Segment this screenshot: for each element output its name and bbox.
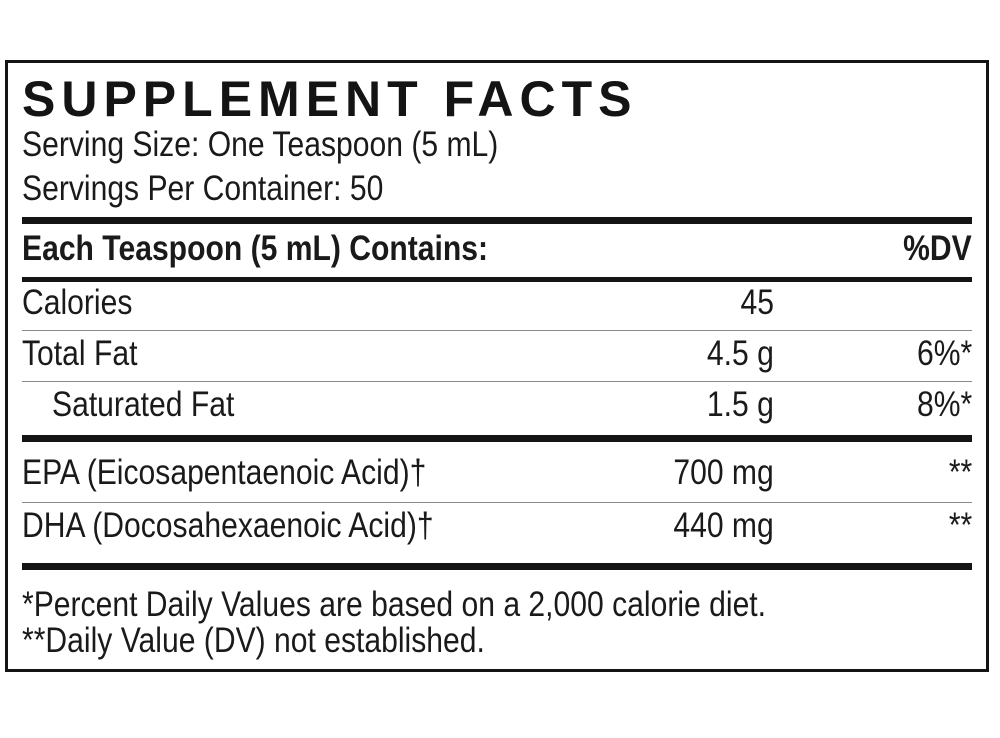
- nutrient-amount: 45: [740, 283, 774, 322]
- divider-thin: [22, 330, 972, 331]
- header-dv: %DV: [903, 229, 972, 268]
- nutrient-amount: 440 mg: [673, 506, 774, 545]
- table-row: Total Fat 4.5 g 6%*: [22, 332, 972, 376]
- nutrient-amount: 4.5 g: [707, 334, 774, 373]
- divider-thin: [22, 502, 972, 503]
- divider-thin: [22, 381, 972, 382]
- nutrient-dv: **: [948, 506, 972, 545]
- panel-title: SUPPLEMENT FACTS: [22, 71, 638, 127]
- table-row: Calories 45: [22, 281, 972, 325]
- table-row: EPA (Eicosapentaenoic Acid)† 700 mg **: [22, 451, 972, 495]
- nutrient-name: DHA (Docosahexaenoic Acid)†: [22, 506, 434, 545]
- table-row: DHA (Docosahexaenoic Acid)† 440 mg **: [22, 504, 972, 548]
- nutrient-amount: 700 mg: [673, 453, 774, 492]
- divider-thick: [22, 563, 972, 570]
- divider-medium: [22, 277, 972, 282]
- table-header: Each Teaspoon (5 mL) Contains: %DV: [22, 227, 972, 271]
- table-row: Saturated Fat 1.5 g 8%*: [22, 383, 972, 427]
- nutrient-dv: 8%*: [916, 385, 972, 424]
- header-label: Each Teaspoon (5 mL) Contains:: [22, 229, 489, 268]
- serving-size: Serving Size: One Teaspoon (5 mL): [22, 125, 499, 164]
- nutrient-amount: 1.5 g: [707, 385, 774, 424]
- nutrient-name: EPA (Eicosapentaenoic Acid)†: [22, 453, 427, 492]
- divider-thick: [22, 217, 972, 224]
- nutrient-dv: **: [948, 453, 972, 492]
- footnote-dv-not-established: **Daily Value (DV) not established.: [22, 621, 485, 660]
- footnote-percent-dv: *Percent Daily Values are based on a 2,0…: [22, 585, 767, 624]
- supplement-facts-panel: SUPPLEMENT FACTS Serving Size: One Teasp…: [5, 60, 989, 672]
- nutrient-name: Total Fat: [22, 334, 138, 373]
- nutrient-name: Saturated Fat: [52, 385, 235, 424]
- nutrient-name: Calories: [22, 283, 133, 322]
- servings-per-container: Servings Per Container: 50: [22, 169, 384, 208]
- nutrient-dv: 6%*: [916, 334, 972, 373]
- divider-thick: [22, 435, 972, 442]
